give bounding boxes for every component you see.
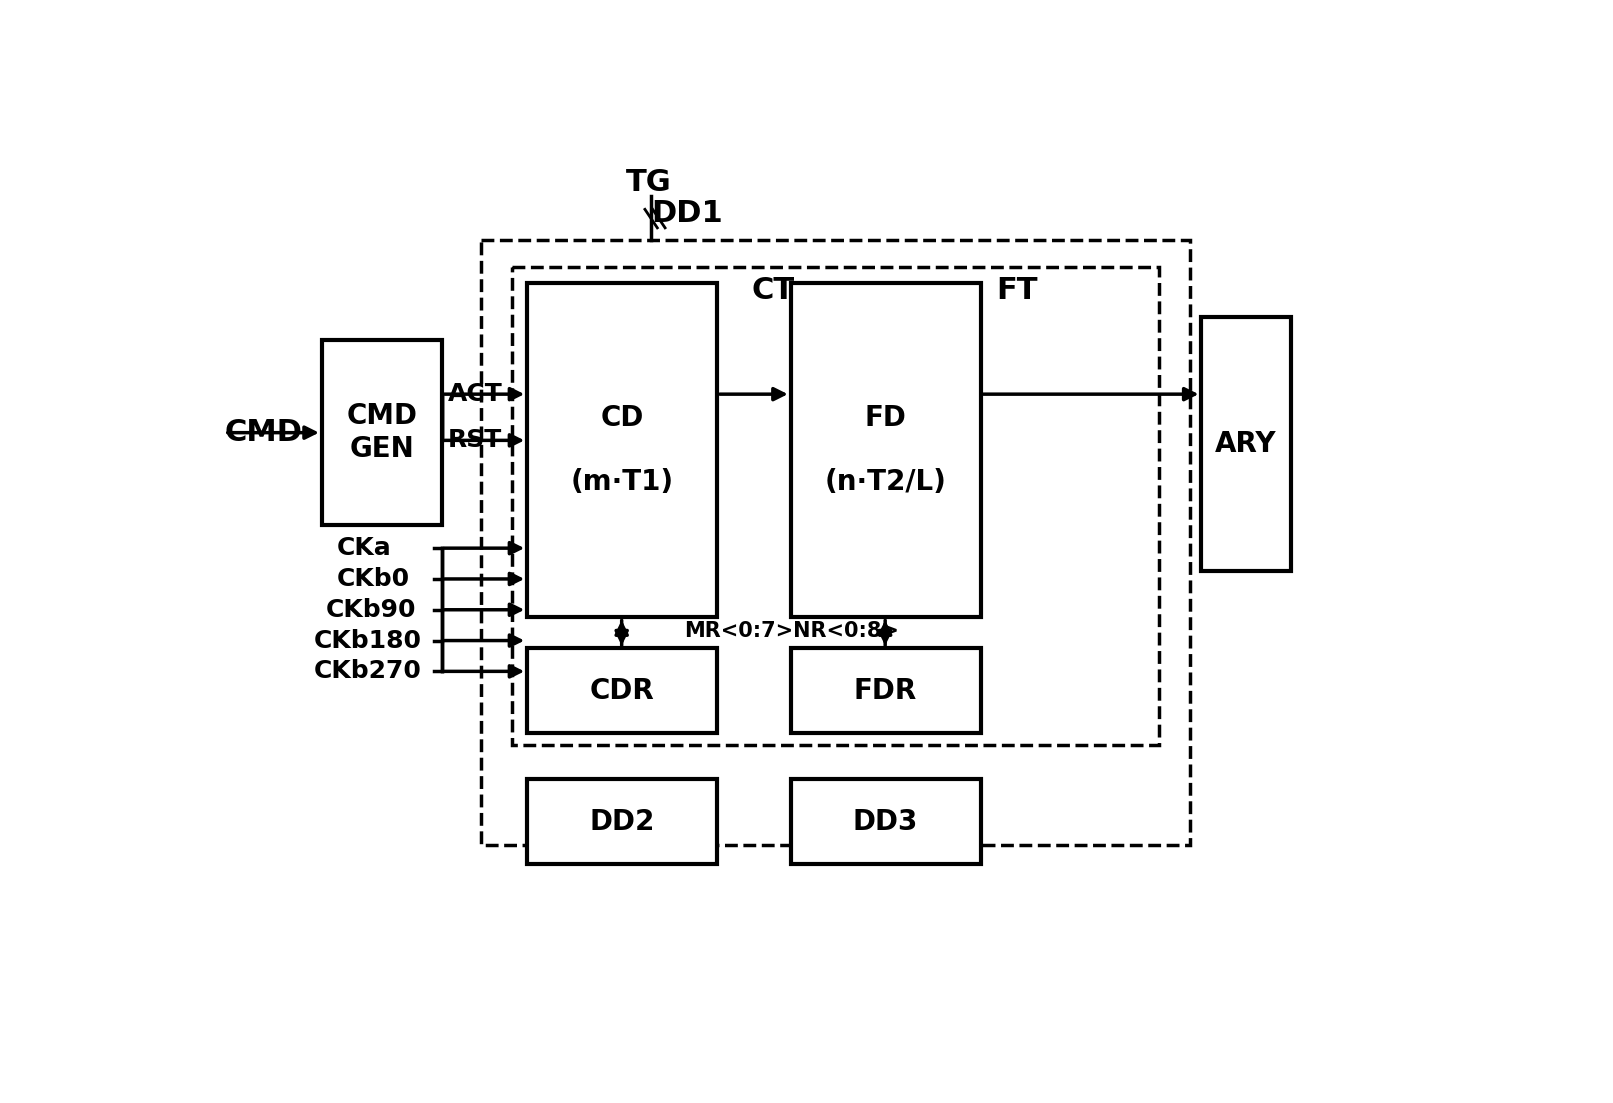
Bar (481, 240, 1190, 845)
Text: ACT: ACT (448, 382, 503, 406)
Text: CKb90: CKb90 (326, 598, 416, 622)
Text: CKb270: CKb270 (315, 660, 423, 684)
Bar (511, 267, 1158, 745)
Text: FD

(n·T2/L): FD (n·T2/L) (824, 404, 947, 496)
Text: DD2: DD2 (589, 807, 655, 835)
Text: FT: FT (995, 276, 1037, 304)
Text: ARY: ARY (1215, 430, 1277, 458)
Text: CKa: CKa (337, 536, 392, 560)
Text: DD1: DD1 (652, 199, 723, 227)
Text: TG: TG (626, 168, 673, 197)
Text: MR<0:7>NR<0:8>: MR<0:7>NR<0:8> (684, 621, 898, 641)
Bar (321, 340, 442, 525)
Text: DD3: DD3 (853, 807, 918, 835)
Text: FDR: FDR (853, 676, 918, 705)
Text: CT: CT (752, 276, 795, 304)
Bar (527, 282, 718, 618)
Text: CD

(m·T1): CD (m·T1) (571, 404, 674, 496)
Bar (790, 649, 981, 733)
Text: CMD
GEN: CMD GEN (347, 403, 418, 463)
Bar (1202, 318, 1290, 571)
Bar (790, 779, 981, 864)
Text: CDR: CDR (590, 676, 655, 705)
Text: CKb180: CKb180 (315, 629, 423, 653)
Text: CMD: CMD (224, 418, 303, 447)
Bar (790, 282, 981, 618)
Bar (527, 649, 718, 733)
Text: RST: RST (448, 428, 502, 452)
Text: CKb0: CKb0 (337, 567, 410, 591)
Bar (527, 779, 718, 864)
